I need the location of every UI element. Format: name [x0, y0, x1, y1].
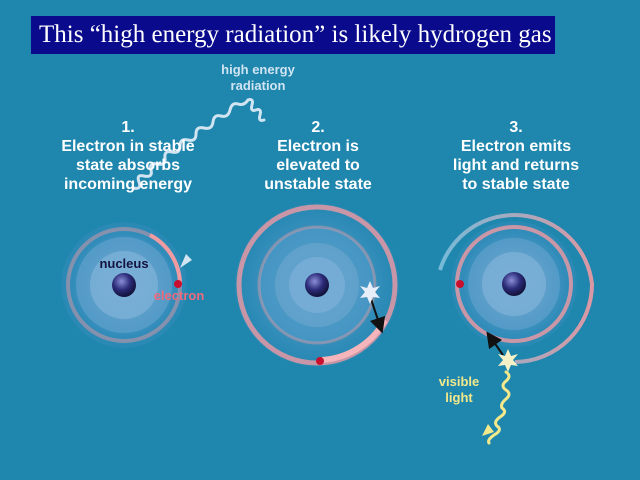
step-2-label: 2. Electron is elevated to unstable stat…: [232, 118, 404, 194]
radiation-wave: [131, 98, 266, 268]
absorption-flash: [360, 281, 380, 304]
step-3-line-3: to stable state: [462, 176, 570, 193]
visible-light-wave: [482, 370, 511, 445]
step-1-line-1: Electron in stable: [61, 138, 195, 155]
nucleus-1: [112, 273, 136, 297]
nucleus-3: [502, 272, 526, 296]
nucleus-label: nucleus: [99, 256, 149, 271]
visible-light-label-line-2: light: [445, 390, 473, 405]
nucleus-2: [305, 273, 329, 297]
step-3-line-1: Electron emits: [460, 138, 572, 155]
step-1-label: 1. Electron in stable state absorbs inco…: [38, 118, 218, 194]
step-2-line-1: Electron is: [277, 138, 359, 155]
visible-light-label: visible light: [420, 374, 498, 406]
radiation-label-line-2: radiation: [230, 78, 286, 93]
electron-label: electron: [153, 288, 205, 303]
step-1-line-2: state absorbs: [75, 157, 181, 174]
electron-2: [316, 357, 324, 365]
step-2-number: 2.: [311, 119, 325, 136]
visible-light-label-line-1: visible: [438, 374, 480, 389]
electron-3: [456, 280, 464, 288]
step-2-line-3: unstable state: [264, 176, 372, 193]
atom-3: [438, 213, 595, 372]
electron-1: [174, 280, 182, 288]
atom-1: [61, 222, 187, 348]
step-1-line-3: incoming energy: [63, 176, 193, 193]
step-1-number: 1.: [121, 119, 135, 136]
atom-2: [235, 203, 399, 367]
emission-flash: [498, 349, 518, 372]
radiation-label: high energy radiation: [208, 62, 308, 94]
slide-title: This “high energy radiation” is likely h…: [31, 16, 555, 54]
step-2-line-2: elevated to: [276, 157, 360, 174]
step-3-number: 3.: [509, 119, 523, 136]
step-3-line-2: light and returns: [452, 157, 580, 174]
step-3-label: 3. Electron emits light and returns to s…: [426, 118, 606, 194]
radiation-label-line-1: high energy: [221, 62, 295, 77]
